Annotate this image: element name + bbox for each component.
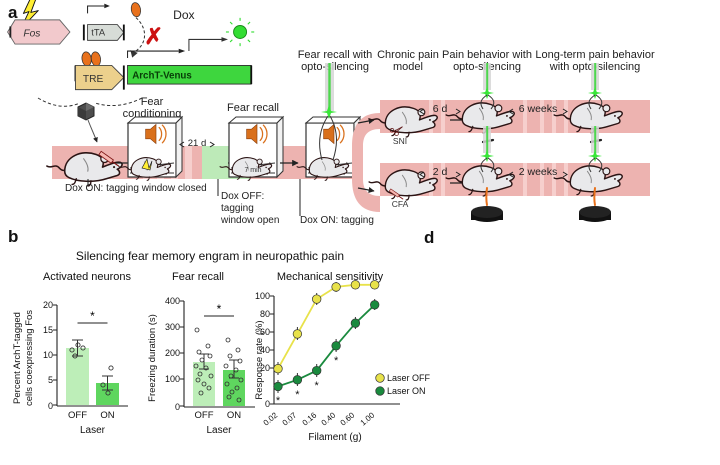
svg-text:Mechanical sensitivity: Mechanical sensitivity	[277, 271, 384, 283]
svg-text:*: *	[315, 380, 320, 392]
svg-text:100: 100	[165, 374, 180, 384]
svg-text:*: *	[334, 355, 339, 367]
svg-text:opto-silencing: opto-silencing	[301, 61, 369, 73]
svg-text:Dox OFF:: Dox OFF:	[221, 191, 264, 202]
svg-text:ON: ON	[100, 410, 114, 421]
svg-text:✗: ✗	[144, 24, 163, 49]
svg-text:Freezing duration (s): Freezing duration (s)	[147, 314, 158, 402]
svg-text:6 weeks: 6 weeks	[519, 103, 558, 115]
svg-text:CFA: CFA	[392, 199, 409, 209]
svg-text:300: 300	[165, 322, 180, 332]
svg-text:0.07: 0.07	[281, 410, 299, 427]
svg-text:*: *	[90, 309, 95, 323]
svg-text:tTA: tTA	[91, 28, 106, 38]
svg-text:b: b	[8, 228, 18, 246]
svg-text:0.40: 0.40	[320, 410, 338, 427]
svg-text:Chronic pain: Chronic pain	[377, 49, 439, 61]
svg-text:0.16: 0.16	[301, 410, 319, 427]
svg-text:2 d: 2 d	[433, 166, 448, 178]
svg-text:21 d: 21 d	[188, 138, 207, 149]
svg-text:100: 100	[255, 291, 270, 301]
svg-text:5: 5	[48, 375, 53, 385]
svg-text:6 d: 6 d	[433, 103, 448, 115]
svg-text:Laser: Laser	[206, 425, 232, 436]
svg-text:Activated neurons: Activated neurons	[43, 271, 132, 283]
svg-text:window open: window open	[220, 215, 279, 226]
svg-text:*: *	[295, 389, 300, 401]
svg-text:Fear: Fear	[141, 96, 164, 108]
svg-text:7 min: 7 min	[244, 167, 261, 174]
svg-text:10: 10	[43, 350, 53, 360]
svg-text:Laser ON: Laser ON	[387, 386, 426, 396]
svg-text:60: 60	[260, 327, 270, 337]
svg-text:40: 40	[260, 345, 270, 355]
svg-text:a: a	[8, 3, 18, 22]
svg-text:Fear recall: Fear recall	[227, 102, 279, 114]
svg-text:*: *	[276, 395, 281, 407]
svg-text:0: 0	[48, 401, 53, 411]
svg-text:20: 20	[260, 363, 270, 373]
svg-text:Silencing fear memory engram i: Silencing fear memory engram in neuropat…	[76, 249, 344, 263]
svg-text:model: model	[393, 61, 423, 73]
svg-text:0.60: 0.60	[339, 410, 357, 427]
svg-text:ArchT-Venus: ArchT-Venus	[132, 70, 192, 81]
svg-text:Dox ON: tagging: Dox ON: tagging	[300, 215, 374, 226]
svg-text:tagging: tagging	[221, 203, 254, 214]
svg-text:TRE: TRE	[83, 74, 104, 85]
svg-text:0: 0	[175, 402, 180, 412]
svg-text:Dox ON: tagging window closed: Dox ON: tagging window closed	[65, 183, 207, 194]
svg-text:Laser OFF: Laser OFF	[387, 373, 431, 383]
svg-text:0.02: 0.02	[262, 410, 280, 427]
svg-text:1.00: 1.00	[359, 410, 377, 427]
svg-text:0: 0	[265, 399, 270, 409]
svg-text:OFF: OFF	[68, 410, 87, 421]
svg-text:Laser: Laser	[80, 425, 106, 436]
svg-text:20: 20	[43, 300, 53, 310]
svg-text:2 weeks: 2 weeks	[519, 166, 558, 178]
svg-text:Filament (g): Filament (g)	[308, 432, 361, 443]
svg-text:Pain behavior with: Pain behavior with	[442, 49, 532, 61]
svg-text:80: 80	[260, 309, 270, 319]
svg-text:200: 200	[165, 348, 180, 358]
svg-text:400: 400	[165, 296, 180, 306]
svg-text:Dox: Dox	[173, 8, 194, 22]
svg-text:Fos: Fos	[23, 29, 40, 40]
svg-text:OFF: OFF	[195, 410, 214, 421]
svg-text:ON: ON	[227, 410, 241, 421]
svg-text:Fear recall with: Fear recall with	[298, 49, 373, 61]
svg-text:cells coexpressing Fos: cells coexpressing Fos	[24, 310, 35, 406]
svg-text:15: 15	[43, 325, 53, 335]
svg-text:Long-term pain behavior: Long-term pain behavior	[535, 49, 655, 61]
svg-text:*: *	[217, 302, 222, 316]
svg-text:SNI: SNI	[393, 136, 407, 146]
svg-text:Fear recall: Fear recall	[172, 271, 224, 283]
svg-text:Percent ArchT-tagged: Percent ArchT-tagged	[12, 312, 23, 404]
